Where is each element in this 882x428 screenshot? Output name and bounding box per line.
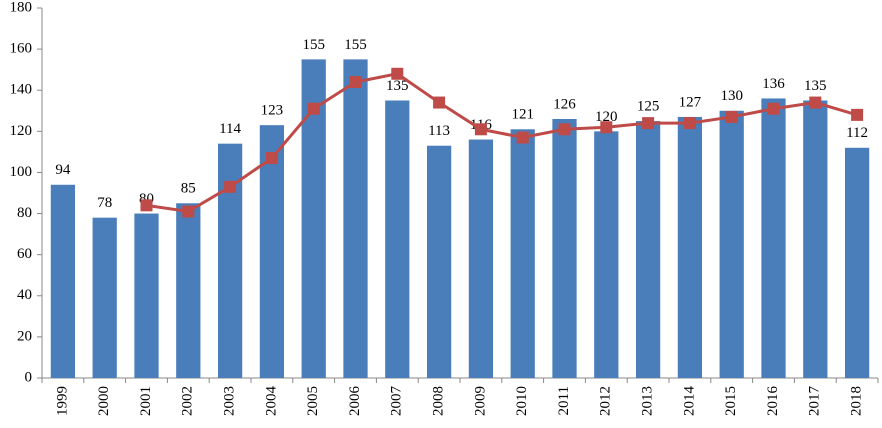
bar: [385, 100, 410, 378]
bar: [677, 116, 703, 378]
y-tick-label: 60: [17, 246, 32, 262]
bar: [426, 145, 452, 378]
line-marker: [642, 117, 655, 130]
bar: [719, 110, 744, 379]
line-marker: [265, 152, 278, 165]
data-label: 85: [181, 181, 196, 197]
y-tick-label: 40: [17, 287, 32, 303]
bar: [761, 98, 786, 378]
x-tick-label: 2018: [849, 386, 865, 416]
x-tick-label: 2004: [263, 386, 279, 417]
x-tick-label: 1999: [54, 386, 70, 416]
x-tick-label: 2006: [347, 386, 363, 417]
data-label: 120: [595, 109, 618, 125]
line-marker: [349, 76, 362, 88]
bar: [468, 139, 494, 378]
bar: [552, 119, 577, 378]
y-tick-label: 120: [10, 123, 33, 139]
data-label: 125: [637, 98, 660, 114]
x-tick-label: 2010: [514, 386, 530, 416]
data-label: 155: [302, 37, 325, 53]
data-label: 135: [804, 78, 827, 94]
bar: [594, 131, 619, 378]
x-tick-label: 2002: [180, 386, 196, 416]
bar: [343, 59, 368, 379]
bar: [844, 147, 870, 378]
bar: [134, 213, 159, 378]
line-marker: [224, 180, 237, 193]
line-marker: [474, 123, 487, 136]
x-tick-label: 2014: [681, 386, 697, 417]
x-tick-label: 2015: [723, 386, 739, 416]
y-tick-label: 20: [17, 328, 32, 344]
line-marker: [433, 96, 446, 109]
x-tick-label: 2005: [305, 386, 321, 416]
line-marker: [182, 205, 195, 218]
x-tick-label: 2003: [222, 386, 238, 416]
line: [146, 72, 858, 214]
y-tick-label: 140: [10, 82, 33, 98]
x-tick-label: 2008: [431, 386, 447, 416]
data-label: 155: [344, 37, 367, 53]
x-tick-label: 2011: [556, 386, 572, 415]
line-marker: [140, 199, 153, 212]
line-marker: [391, 67, 404, 80]
x-tick-label: 2017: [807, 386, 823, 417]
data-label: 113: [428, 123, 450, 139]
data-label: 121: [511, 107, 534, 123]
y-tick-label: 0: [25, 369, 33, 385]
line-marker: [683, 117, 696, 130]
line-marker: [600, 121, 613, 134]
data-label: 114: [219, 121, 241, 137]
y-tick-label: 160: [10, 41, 33, 57]
y-tick-label: 100: [10, 164, 33, 180]
bar: [510, 129, 535, 378]
data-label: 123: [261, 103, 284, 119]
line-marker: [767, 102, 780, 115]
line-marker: [809, 96, 822, 109]
bar: [259, 125, 285, 379]
bar: [803, 100, 828, 378]
line-marker: [558, 123, 571, 136]
data-label: 112: [846, 125, 868, 141]
data-label: 135: [386, 78, 409, 94]
line-marker: [516, 131, 529, 144]
bar: [50, 184, 76, 378]
bar: [176, 203, 201, 378]
x-tick-label: 2009: [472, 386, 488, 416]
data-label: 78: [97, 195, 112, 211]
data-label: 126: [553, 96, 576, 112]
data-label: 136: [762, 76, 785, 92]
x-tick-label: 2013: [640, 386, 656, 416]
x-tick-label: 2001: [138, 386, 154, 416]
data-label: 130: [720, 88, 743, 104]
line-marker: [307, 102, 320, 115]
bar: [217, 143, 243, 378]
y-tick-label: 80: [17, 205, 32, 221]
y-tick-label: 180: [10, 0, 33, 15]
x-tick-label: 2000: [96, 386, 112, 416]
x-tick-label: 2012: [598, 386, 614, 416]
bar: [635, 121, 661, 379]
data-label: 127: [679, 94, 702, 110]
x-tick-label: 2016: [765, 386, 781, 417]
line-marker: [851, 108, 864, 121]
bar: [92, 217, 117, 378]
x-tick-label: 2007: [389, 386, 405, 417]
data-label: 94: [55, 162, 71, 178]
line-marker: [725, 110, 738, 123]
